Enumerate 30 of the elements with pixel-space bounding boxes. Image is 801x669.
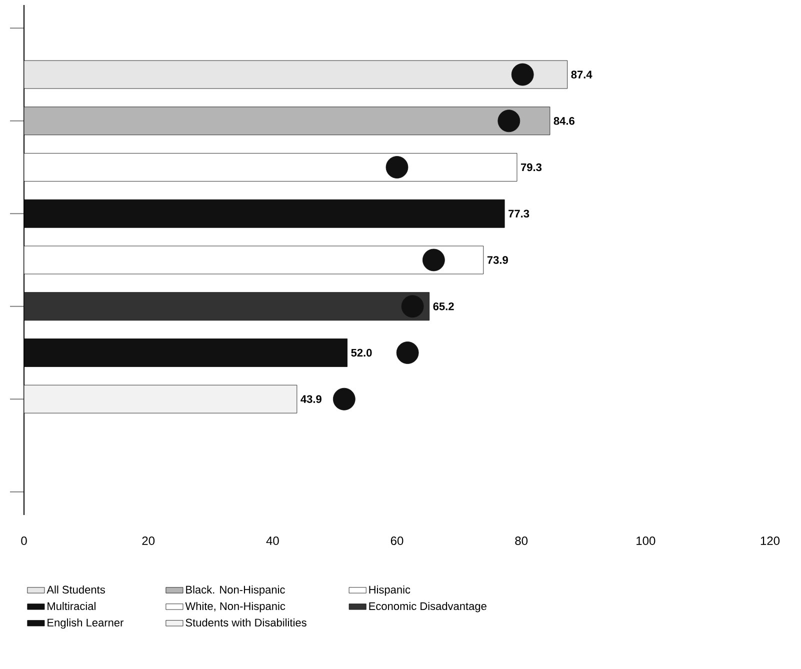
legend-label: All Students bbox=[46, 586, 105, 594]
x-tick-label: 80 bbox=[515, 536, 528, 546]
legend-label: Students with Disabilities bbox=[186, 618, 306, 627]
point bbox=[422, 248, 445, 272]
point bbox=[511, 63, 534, 86]
x-tick-label: 40 bbox=[266, 536, 279, 546]
data-label: 52.0 bbox=[351, 348, 372, 357]
data-label: 77.3 bbox=[508, 210, 530, 218]
data-label: 43.9 bbox=[300, 395, 322, 403]
legend-label: Multiracial bbox=[48, 602, 96, 610]
point bbox=[401, 295, 424, 318]
legend-label: Black. Non-Hispanic bbox=[186, 586, 285, 596]
data-label: 84.6 bbox=[554, 117, 574, 125]
x-tick-label: 100 bbox=[636, 536, 656, 546]
x-tick-label: 120 bbox=[760, 536, 780, 546]
x-tick-label: 0 bbox=[21, 536, 27, 546]
data-label: 65.2 bbox=[433, 302, 454, 310]
legend-label: Hispanic bbox=[369, 586, 410, 596]
x-tick-label: 60 bbox=[390, 536, 404, 546]
legend-label: English Learner bbox=[48, 618, 124, 629]
data-label: 87.4 bbox=[571, 70, 592, 78]
point bbox=[396, 342, 419, 364]
legend-label: Economic Disadvantage bbox=[369, 602, 486, 612]
x-tick-label: 20 bbox=[142, 536, 155, 546]
legend-label: White, Non-Hispanic bbox=[185, 602, 286, 612]
data-label: 73.9 bbox=[487, 256, 508, 264]
point bbox=[498, 110, 520, 132]
point bbox=[332, 388, 356, 410]
data-label: 79.3 bbox=[520, 163, 542, 172]
point bbox=[386, 156, 408, 178]
